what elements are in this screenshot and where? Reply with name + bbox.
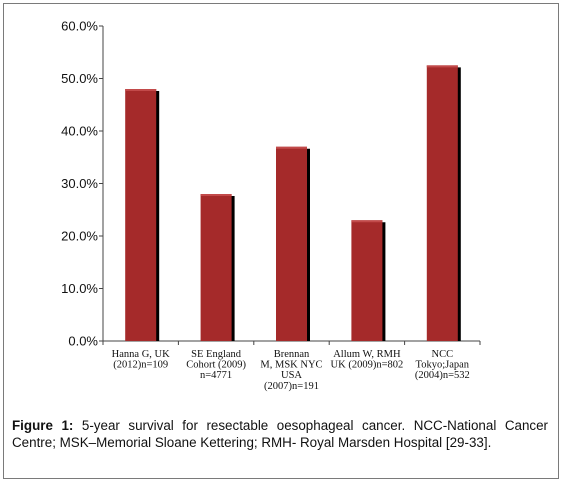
x-category-label-line: M, MSK NYC [260, 360, 322, 371]
bar-top-edge [351, 220, 383, 223]
x-category-label-line: (2012)n=109 [113, 360, 168, 371]
y-tick-label: 0.0% [68, 334, 98, 349]
x-category-label-line: Allum W, RMH [333, 349, 401, 360]
y-tick-label: 10.0% [61, 281, 98, 296]
bar-chart: 0.0% 10.0% 20.0% 30.0% 40.0% 50.0% 60.0% Hanna … [61, 19, 481, 392]
bar [426, 65, 458, 341]
y-tick-label: 30.0% [61, 176, 98, 191]
x-category-label: Hanna G, UK (2012)n=109 [112, 349, 170, 371]
bar-top-edge [276, 146, 307, 149]
bar-top-edge [200, 194, 232, 196]
x-category-label-line: SE England [191, 349, 242, 360]
bar-top-edge [426, 65, 458, 68]
x-category-label-line: (2007)n=191 [264, 381, 319, 392]
bar [276, 146, 307, 341]
x-category-label-line: Tokyo;Japan [416, 360, 470, 371]
bar [200, 194, 232, 341]
x-category-label-line: USA [281, 370, 302, 381]
caption-label: Figure 1: [12, 418, 74, 433]
x-category-label: Allum W, RMH UK (2009)n=802 [331, 349, 404, 371]
x-category-label-line: UK (2009)n=802 [331, 360, 404, 371]
bar [351, 220, 383, 341]
plot-area: 0.0% 10.0% 20.0% 30.0% 40.0% 50.0% 60.0% Hanna … [61, 19, 481, 392]
y-tick-label: 60.0% [61, 19, 98, 34]
x-category-label-line: n=4771 [200, 370, 232, 381]
x-category-label: NCC Tokyo;Japan (2004)n=532 [415, 349, 470, 381]
x-category-label-line: Hanna G, UK [112, 349, 170, 360]
figure-caption: Figure 1: 5-year survival for resectable… [12, 417, 548, 451]
x-category-label-line: Cohort (2009) [186, 360, 246, 371]
bar-top-edge [125, 89, 157, 91]
bar [125, 89, 157, 341]
y-tick-label: 20.0% [61, 229, 98, 244]
caption-text: 5-year survival for resectable oesophage… [12, 418, 548, 450]
x-category-label: Brennan M, MSK NYC USA (2007)n=191 [260, 349, 322, 392]
x-category-label-line: NCC [432, 349, 454, 360]
x-category-label: SE England Cohort (2009) n=4771 [186, 349, 246, 381]
x-category-label-line: (2004)n=532 [415, 370, 470, 381]
y-tick-label: 50.0% [61, 71, 98, 86]
y-tick-label: 40.0% [61, 124, 98, 139]
x-category-label-line: Brennan [274, 349, 310, 360]
